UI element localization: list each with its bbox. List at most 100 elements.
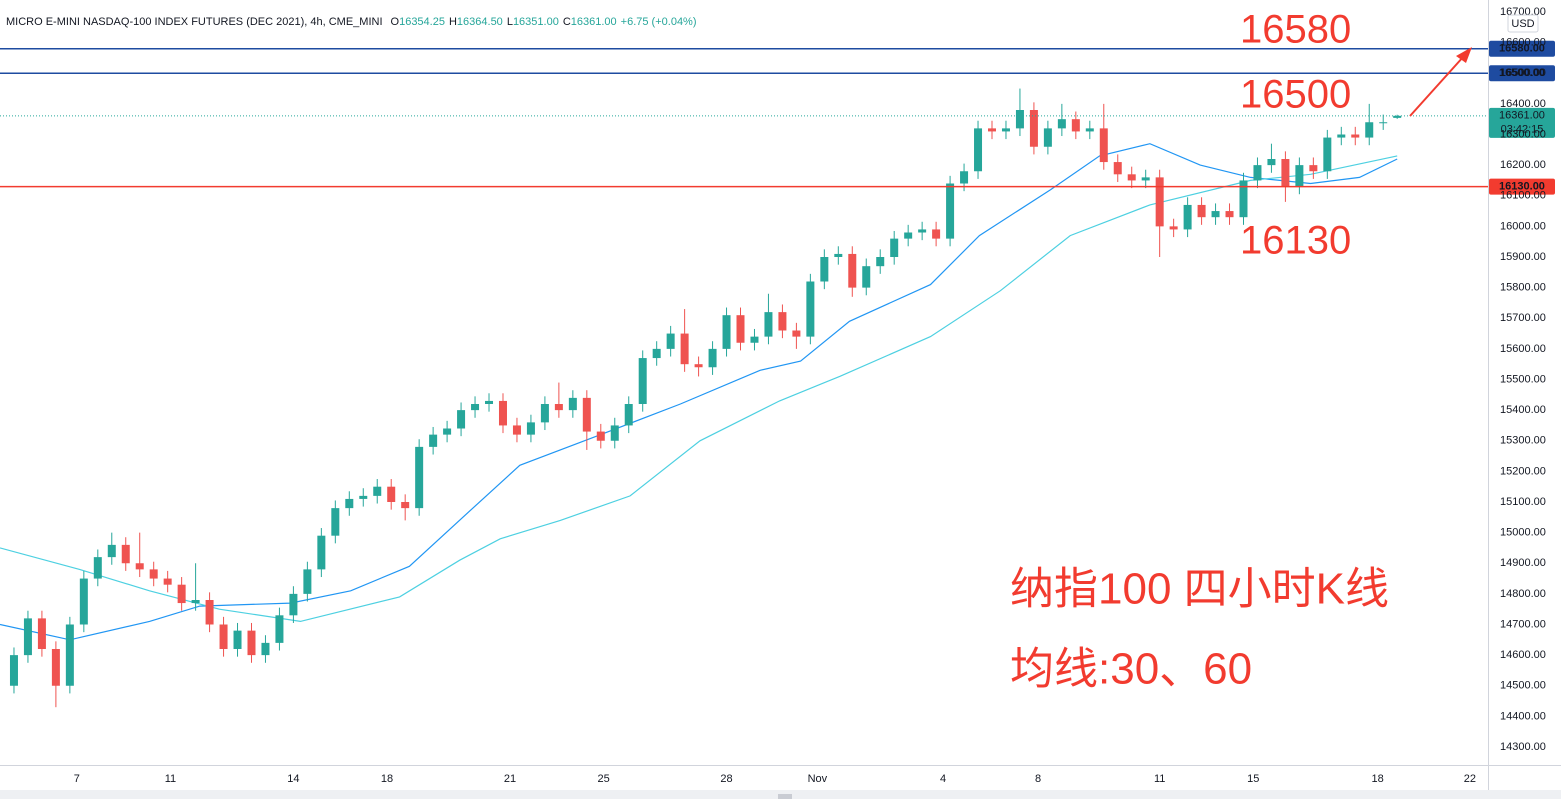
ohlc-key: L xyxy=(507,16,513,28)
y-tick-label: 16000.00 xyxy=(1500,220,1546,232)
y-tick-label: 14900.00 xyxy=(1500,557,1546,569)
candle-body xyxy=(387,486,396,502)
candle-body xyxy=(1281,159,1290,187)
candle-body xyxy=(275,615,284,643)
candle-body xyxy=(1323,137,1332,172)
candle-body xyxy=(443,428,452,435)
ohlc-key: H xyxy=(449,16,457,28)
y-tick-label: 14400.00 xyxy=(1500,710,1546,722)
candle-body xyxy=(1169,226,1178,230)
ohlc-key: O xyxy=(391,16,400,28)
candle-body xyxy=(512,425,521,435)
candle-body xyxy=(1085,128,1094,132)
price-tag-label: 16580.00 xyxy=(1499,43,1545,55)
candle-body xyxy=(163,578,172,585)
header: MICRO E-MINI NASDAQ-100 INDEX FUTURES (D… xyxy=(6,16,697,28)
candle-body xyxy=(93,557,102,579)
candle-body xyxy=(1225,211,1234,218)
candle-body xyxy=(736,315,745,343)
x-tick-label: 14 xyxy=(287,773,299,785)
y-tick-label: 15700.00 xyxy=(1500,312,1546,324)
x-tick-label: 18 xyxy=(1371,773,1383,785)
candle-body xyxy=(904,232,913,239)
candle-body xyxy=(1393,115,1402,118)
x-tick-label: 11 xyxy=(1154,773,1165,785)
candle-body xyxy=(457,410,466,429)
candle-body xyxy=(177,584,186,604)
change: +6.75 (+0.04%) xyxy=(621,16,697,28)
ohlc-value: 16364.50 xyxy=(457,16,503,28)
candle-body xyxy=(638,358,647,404)
axes: 14300.00 14400.00 14500.00 14600.00 14700.00… xyxy=(74,6,1546,785)
candle-body xyxy=(247,630,256,656)
candle-body xyxy=(289,593,298,616)
y-tick-label: 15900.00 xyxy=(1500,251,1546,263)
candle-body xyxy=(1337,134,1346,138)
candle-body xyxy=(722,315,731,349)
candle-body xyxy=(792,330,801,337)
candle-body xyxy=(107,544,116,558)
candle-body xyxy=(261,642,270,656)
ohlc-key: C xyxy=(563,16,571,28)
candle-body xyxy=(471,404,480,411)
x-tick-label: 15 xyxy=(1247,773,1259,785)
candle-body xyxy=(121,544,130,564)
candle-body xyxy=(652,348,661,359)
candle-body xyxy=(317,535,326,570)
candle-body xyxy=(862,266,871,288)
candle-body xyxy=(680,333,689,365)
candle-body xyxy=(415,446,424,509)
candle-body xyxy=(596,431,605,441)
candle-body xyxy=(778,312,787,331)
candle-body xyxy=(373,486,382,496)
candle-body xyxy=(1253,165,1262,181)
candle-body xyxy=(526,422,535,435)
title: MICRO E-MINI NASDAQ-100 INDEX FUTURES (D… xyxy=(6,16,383,28)
candle-body xyxy=(485,400,494,404)
y-tick-label: 16600.00 xyxy=(1500,37,1546,49)
candle-body xyxy=(1127,174,1136,181)
candle-body xyxy=(568,397,577,411)
x-tick-label: Nov xyxy=(808,773,828,785)
candle-body xyxy=(37,618,46,649)
annotation: 纳指100 四小时K线 xyxy=(1010,565,1389,614)
candle-body xyxy=(554,404,563,411)
candle-body xyxy=(23,618,32,656)
candle-body xyxy=(345,498,354,509)
candle-body xyxy=(65,624,74,686)
last-price-label: 16361.00 xyxy=(1499,110,1545,122)
y-tick-label: 14700.00 xyxy=(1500,618,1546,630)
candle-body xyxy=(135,563,144,570)
candle-body xyxy=(820,257,829,282)
y-tick-label: 15600.00 xyxy=(1500,343,1546,355)
x-tick-label: 22 xyxy=(1464,773,1476,785)
candle-body xyxy=(1309,165,1318,172)
candle-body xyxy=(331,508,340,536)
candle-body xyxy=(1015,110,1024,129)
candle-body xyxy=(219,624,228,649)
candle-body xyxy=(1001,128,1010,132)
candle-body xyxy=(960,171,969,184)
x-tick-label: 8 xyxy=(1035,773,1041,785)
y-tick-label: 14800.00 xyxy=(1500,588,1546,600)
candle-body xyxy=(1071,119,1080,132)
candle-body xyxy=(1113,162,1122,175)
candle-body xyxy=(582,397,591,432)
candle-body xyxy=(1267,159,1276,166)
price-tag xyxy=(1489,40,1555,57)
y-tick-label: 15100.00 xyxy=(1500,496,1546,508)
moving-average xyxy=(0,143,1398,641)
x-tick-label: 21 xyxy=(504,773,516,785)
candle-body xyxy=(51,649,60,686)
candle-body xyxy=(750,336,759,343)
candle-body xyxy=(610,425,619,441)
candle-body xyxy=(932,229,941,239)
candle-body xyxy=(498,400,507,426)
annotation: 均线:30、60 xyxy=(1010,645,1252,694)
candle-body xyxy=(624,404,633,426)
y-tick-label: 16500.00 xyxy=(1500,67,1546,79)
candle-body xyxy=(1211,211,1220,218)
annotation: 16580 xyxy=(1240,8,1351,52)
candle-body xyxy=(694,364,703,368)
